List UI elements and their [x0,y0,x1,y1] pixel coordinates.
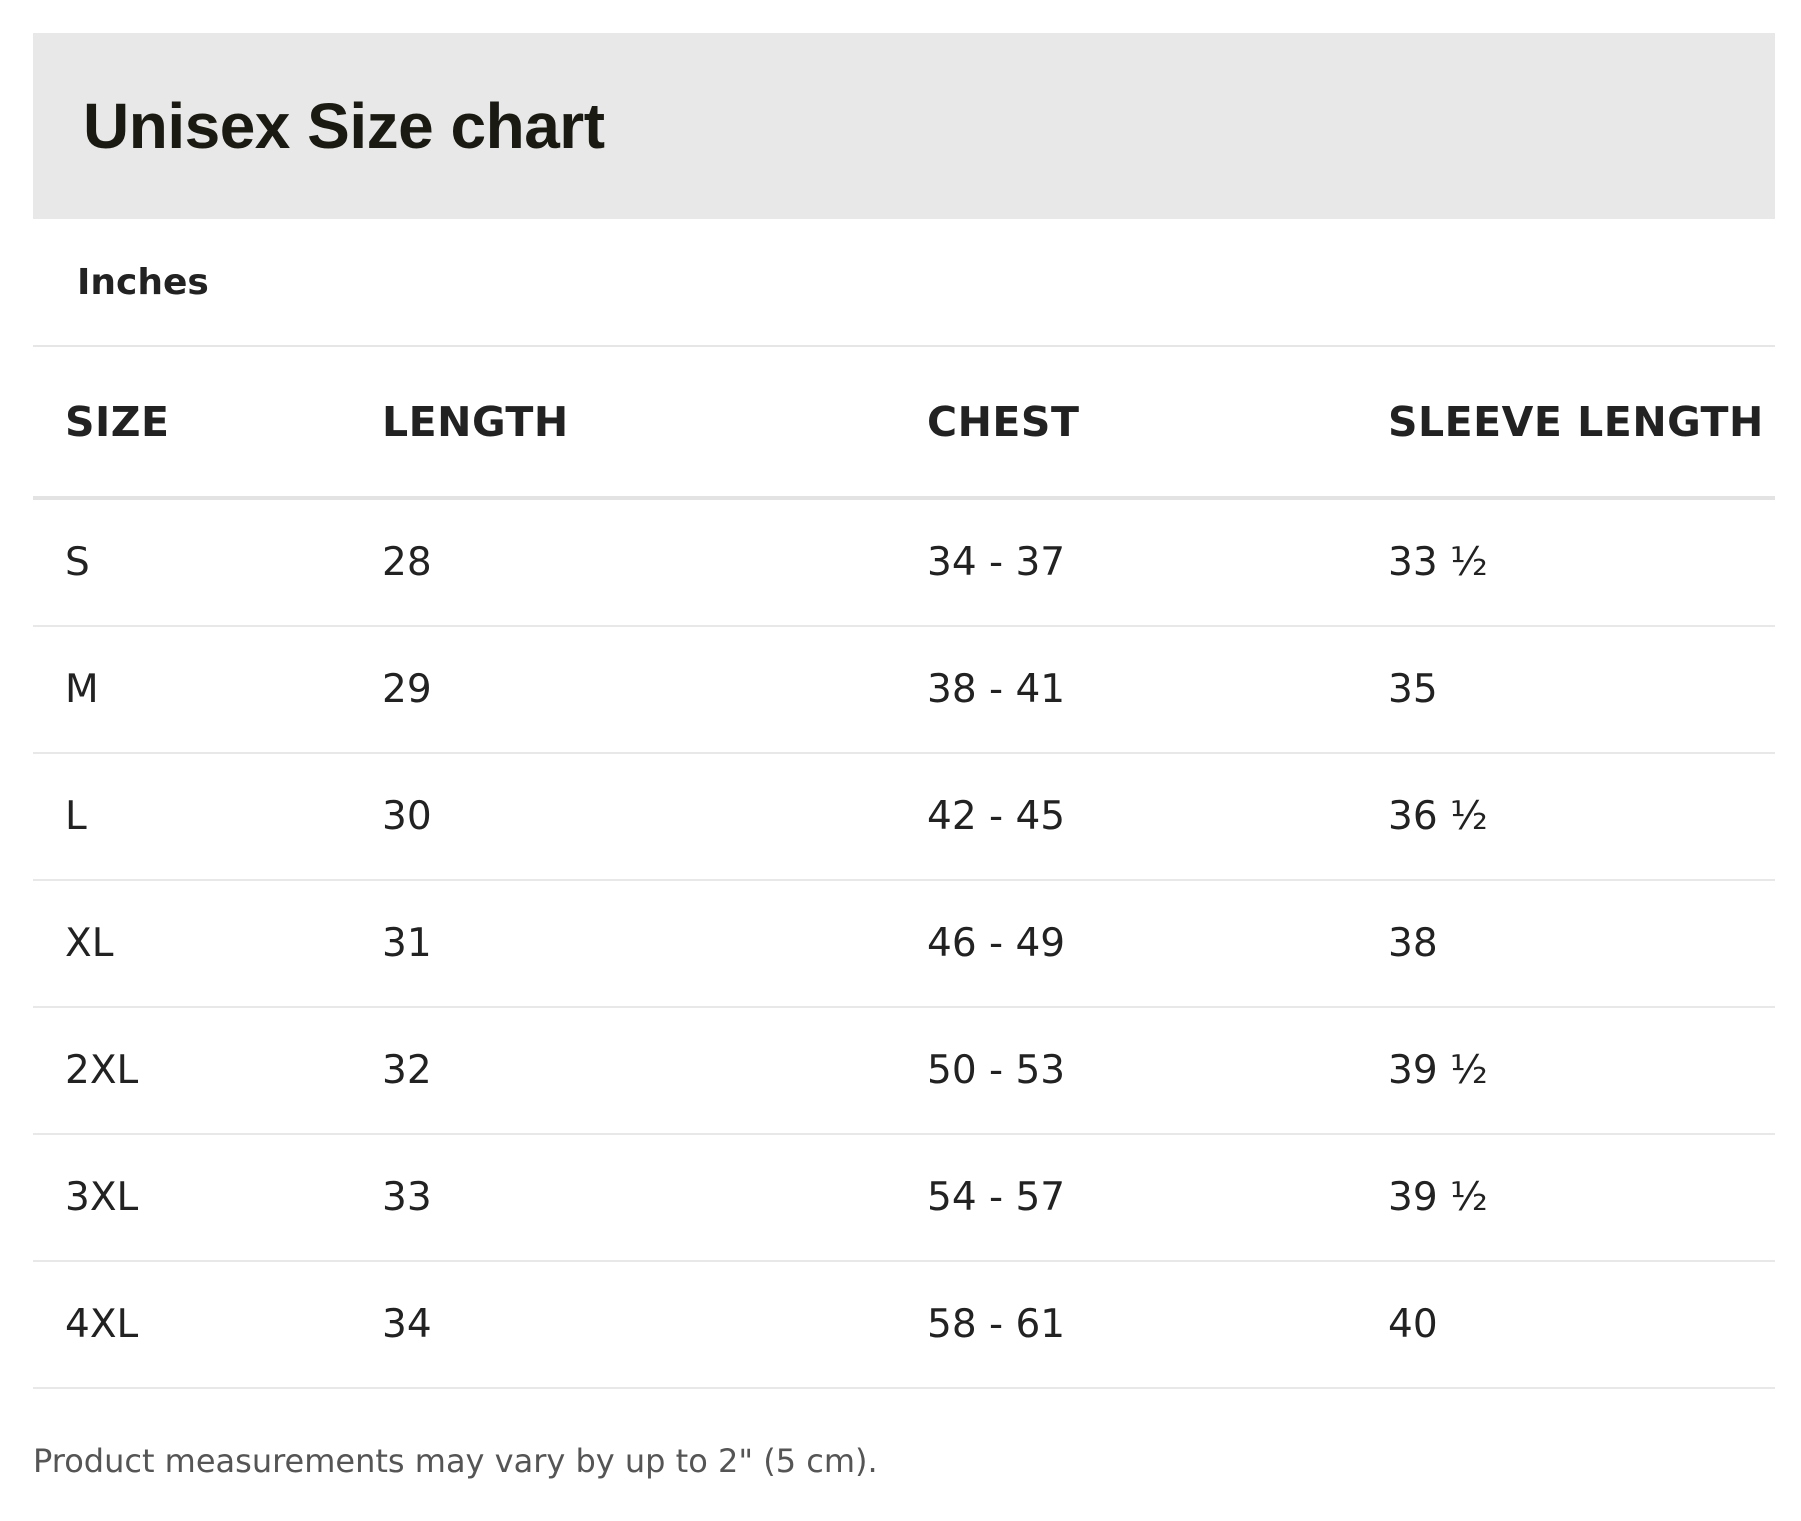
size-table: SIZE LENGTH CHEST SLEEVE LENGTH S 28 34 … [33,347,1775,1389]
size-cell: L [33,753,382,881]
sleeve-length-cell: 39 ½ [1388,1007,1775,1135]
chest-cell: 58 - 61 [927,1261,1388,1389]
length-cell: 32 [382,1007,927,1135]
table-row: S 28 34 - 37 33 ½ [33,498,1775,627]
sleeve-length-cell: 35 [1388,626,1775,754]
chest-cell: 46 - 49 [927,880,1388,1008]
table-header-row: SIZE LENGTH CHEST SLEEVE LENGTH [33,347,1775,500]
title-banner: Unisex Size chart [33,33,1775,219]
table-row: XL 31 46 - 49 38 [33,880,1775,1008]
table-row: M 29 38 - 41 35 [33,626,1775,754]
chest-cell: 34 - 37 [927,498,1388,627]
column-header-chest: CHEST [927,347,1388,500]
chest-cell: 42 - 45 [927,753,1388,881]
column-header-size: SIZE [33,347,382,500]
sleeve-length-cell: 38 [1388,880,1775,1008]
sleeve-length-cell: 36 ½ [1388,753,1775,881]
sleeve-length-cell: 40 [1388,1261,1775,1389]
column-header-sleeve-length: SLEEVE LENGTH [1388,347,1775,500]
length-cell: 34 [382,1261,927,1389]
column-header-length: LENGTH [382,347,927,500]
sleeve-length-cell: 39 ½ [1388,1134,1775,1262]
chest-cell: 38 - 41 [927,626,1388,754]
table-row: 3XL 33 54 - 57 39 ½ [33,1134,1775,1262]
length-cell: 30 [382,753,927,881]
table-row: 2XL 32 50 - 53 39 ½ [33,1007,1775,1135]
page-title: Unisex Size chart [83,90,605,162]
chest-cell: 54 - 57 [927,1134,1388,1262]
length-cell: 29 [382,626,927,754]
length-cell: 33 [382,1134,927,1262]
length-cell: 28 [382,498,927,627]
measurement-footnote: Product measurements may vary by up to 2… [33,1442,878,1480]
chest-cell: 50 - 53 [927,1007,1388,1135]
size-cell: 4XL [33,1261,382,1389]
unit-label: Inches [77,262,209,303]
size-cell: 3XL [33,1134,382,1262]
sleeve-length-cell: 33 ½ [1388,498,1775,627]
table-row: L 30 42 - 45 36 ½ [33,753,1775,881]
size-cell: XL [33,880,382,1008]
unit-divider [33,345,1775,347]
length-cell: 31 [382,880,927,1008]
size-cell: S [33,498,382,627]
size-cell: M [33,626,382,754]
table-row: 4XL 34 58 - 61 40 [33,1261,1775,1389]
size-cell: 2XL [33,1007,382,1135]
